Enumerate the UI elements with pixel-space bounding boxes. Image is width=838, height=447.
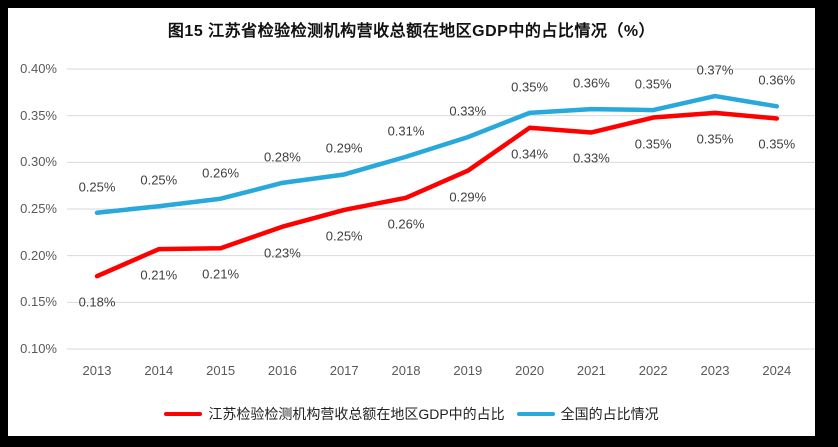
data-label: 0.37% [696,62,734,78]
x-tick-label: 2018 [391,363,421,378]
legend-item-national: 全国的占比情况 [516,404,659,424]
y-tick-label: 0.10% [20,341,57,356]
legend-line-national-icon [516,412,555,416]
x-tick-label: 2015 [206,363,236,378]
x-tick-label: 2014 [144,363,174,378]
data-label: 0.29% [449,189,487,205]
data-label: 0.18% [78,294,116,310]
data-label: 0.35% [634,76,672,92]
x-tick-label: 2016 [267,363,297,378]
x-tick-label: 2021 [576,363,606,378]
data-label: 0.34% [511,146,549,162]
data-label: 0.35% [634,136,672,152]
y-tick-label: 0.20% [20,247,57,263]
line-chart-plot [67,68,815,350]
legend-label-jiangsu: 江苏检验检测机构营收总额在地区GDP中的占比 [208,406,505,422]
data-label: 0.21% [202,266,240,282]
legend-item-jiangsu: 江苏检验检测机构营收总额在地区GDP中的占比 [164,404,505,424]
x-tick-label: 2017 [329,363,359,378]
data-label: 0.33% [572,150,610,166]
chart-title: 图15 江苏省检验检测机构营收总额在地区GDP中的占比情况（%） [167,23,656,40]
data-label: 0.29% [325,140,363,156]
data-label: 0.35% [758,136,796,152]
x-tick-label: 2022 [638,363,668,378]
data-label: 0.21% [140,267,178,283]
y-tick-label: 0.35% [20,107,57,123]
data-label: 0.31% [387,123,425,139]
legend-label-national: 全国的占比情况 [560,406,659,422]
y-tick-label: 0.30% [20,154,57,170]
data-label: 0.25% [78,179,116,195]
data-label: 0.33% [449,103,487,119]
data-label: 0.25% [325,228,363,244]
x-tick-label: 2013 [82,363,112,378]
data-label: 0.36% [758,72,796,88]
series-line-0 [94,110,780,279]
y-tick-label: 0.40% [20,61,57,76]
data-label: 0.26% [387,216,425,232]
data-label: 0.25% [140,172,178,188]
x-tick-label: 2020 [515,363,545,378]
y-tick-label: 0.25% [20,201,57,216]
data-label: 0.36% [572,75,610,91]
x-tick-label: 2023 [700,363,730,378]
series-line-1 [94,93,780,215]
y-tick-label: 0.15% [20,294,57,310]
x-tick-label: 2024 [762,363,792,378]
legend: 江苏检验检测机构营收总额在地区GDP中的占比 全国的占比情况 [8,401,815,427]
data-label: 0.23% [263,245,301,261]
data-label: 0.35% [511,79,549,95]
legend-line-jiangsu-icon [164,412,203,416]
data-label: 0.35% [696,131,734,147]
data-label: 0.26% [202,165,240,181]
x-tick-label: 2019 [453,363,483,378]
data-label: 0.28% [263,149,301,165]
chart-area: 图15 江苏省检验检测机构营收总额在地区GDP中的占比情况（%） 0.40% 0.… [8,8,815,436]
